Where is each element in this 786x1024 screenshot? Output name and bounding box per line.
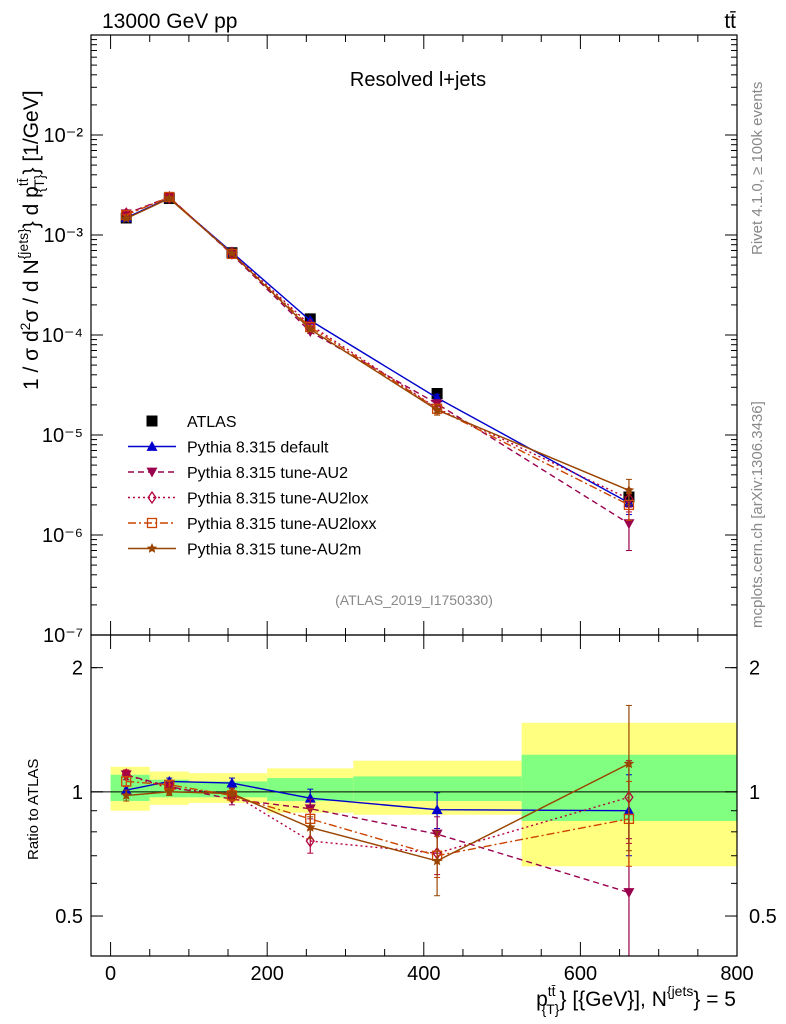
y-tick-label: 10⁻⁶ <box>42 525 83 547</box>
ratio-series-au2m <box>121 704 635 897</box>
ratio-y-axis-label: Ratio to ATLAS <box>25 759 42 860</box>
ratio-point-au2m <box>623 758 635 769</box>
ratio-point-au2m <box>226 788 238 799</box>
y-tick-label-right: 2 <box>749 658 760 680</box>
main-point-au2m <box>305 323 316 334</box>
ratio-point-au2m <box>305 821 316 832</box>
legend-marker-data <box>146 415 158 427</box>
y-tick-label-right: 0.5 <box>749 906 777 928</box>
y-tick-label: 1 <box>72 782 83 804</box>
y-tick-label: 10⁻⁴ <box>42 325 83 347</box>
ratio-point-default <box>304 792 316 803</box>
x-axis-label: ptt̄ {T}} [{GeV}], N{jets} = 5 <box>536 983 736 1017</box>
main-plot-panel: 10⁻⁷ 10⁻⁶ 10⁻⁵ 10⁻⁴ 10⁻³ 10⁻² Resolved l+jets… <box>42 34 738 647</box>
main-y-axis-label: 1 / σ d2σ / d N{jets}} d ptt̄{T}} [1/GeV… <box>15 90 47 390</box>
ratio-point-au2loxx <box>121 776 132 787</box>
svg-text:1 / σ d2σ / d N{jets}} d ptt̄: 1 / σ d2σ / d N{jets}} d ptt̄{T}} [1/GeV… <box>15 90 47 390</box>
ratio-line-au2loxx <box>126 780 630 857</box>
side-rivet-label: Rivet 4.1.0, ≥ 100k events <box>749 82 766 255</box>
header-process-label: tt̄ <box>724 10 736 33</box>
ratio-line-au2lox <box>125 774 630 854</box>
main-point-au2 <box>623 519 635 530</box>
main-series-au2m <box>121 193 635 506</box>
ratio-point-au2m <box>121 790 132 800</box>
side-mcplots-label: mcplots.cern.ch [arXiv:1306.3436] <box>749 401 766 628</box>
main-series-au2lox <box>121 190 634 513</box>
main-point-au2m <box>431 404 443 415</box>
x-tick-label: 600 <box>564 963 597 985</box>
legend-label-default: Pythia 8.315 default <box>187 440 329 457</box>
y-tick-label-right: 1 <box>749 782 760 804</box>
x-tick-label: 400 <box>407 963 440 985</box>
x-tick-label: 800 <box>720 963 753 985</box>
legend-marker-au2loxx <box>146 517 158 529</box>
legend-marker-default <box>146 441 158 451</box>
ratio-point-au2m <box>164 786 175 797</box>
y-tick-label: 10⁻³ <box>44 225 84 247</box>
ratio-plot-panel: 0.5 0.5 1 1 2 2 0 200 400 600 800 <box>55 634 777 985</box>
legend-label-au2loxx: Pythia 8.315 tune-AU2loxx <box>187 516 376 533</box>
main-point-au2m <box>226 247 238 258</box>
ratio-plot-frame <box>90 634 738 957</box>
main-line-au2m <box>125 197 630 491</box>
main-point-au2m <box>121 213 132 223</box>
ratio-point-default <box>431 804 443 815</box>
y-tick-label: 2 <box>72 658 83 680</box>
legend-marker-au2lox <box>147 490 157 505</box>
ratio-line-au2m <box>126 763 630 862</box>
main-point-au2lox <box>164 190 174 205</box>
legend-label-au2lox: Pythia 8.315 tune-AU2lox <box>187 491 368 508</box>
legend-marker-au2 <box>146 467 158 478</box>
legend-marker-au2m <box>146 543 158 553</box>
analysis-tag: (ATLAS_2019_I1750330) <box>335 592 493 608</box>
main-line-default <box>125 197 630 504</box>
x-tick-label: 0 <box>105 963 116 985</box>
ratio-point-default <box>120 784 132 795</box>
ratio-line-default <box>126 780 629 812</box>
legend-label-au2: Pythia 8.315 tune-AU2 <box>187 465 348 482</box>
header-collision-label: 13000 GeV pp <box>102 10 237 33</box>
legend-label-au2m: Pythia 8.315 tune-AU2m <box>187 542 361 559</box>
svg-text:ptt̄{T}} [{GeV}], N{jets} = 5: ptt̄ {T}} [{GeV}], N{jets} = 5 <box>536 983 736 1017</box>
plot-title: Resolved l+jets <box>350 69 486 91</box>
ratio-point-default <box>226 777 238 788</box>
y-tick-label: 10⁻⁵ <box>42 425 83 447</box>
main-line-au2loxx <box>125 196 630 506</box>
y-tick-label: 10⁻⁷ <box>43 625 83 647</box>
x-tick-label: 200 <box>250 963 283 985</box>
ratio-point-au2lox <box>305 834 315 848</box>
ratio-point-au2 <box>623 888 635 899</box>
main-point-au2m <box>164 193 175 203</box>
ratio-point-au2m <box>431 855 443 866</box>
y-tick-label: 0.5 <box>55 906 83 928</box>
y-tick-label: 10⁻² <box>44 125 84 147</box>
main-point-au2m <box>623 484 635 495</box>
legend: ATLAS Pythia 8.315 default Pythia 8.315 tu… <box>128 414 376 559</box>
legend-label-data: ATLAS <box>187 414 237 431</box>
